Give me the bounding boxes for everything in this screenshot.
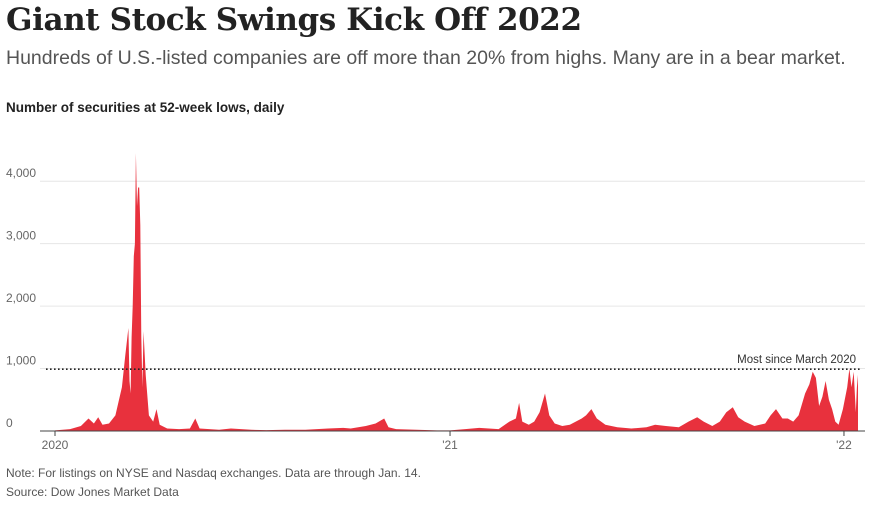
x-tick-label: '21 (442, 438, 458, 452)
y-tick-label: 1,000 (6, 354, 36, 368)
x-tick-label: 2020 (42, 438, 69, 452)
reference-line-label: Most since March 2020 (737, 354, 856, 366)
y-axis-ticks: 0 1,000 2,000 3,000 4,000 (6, 166, 36, 430)
y-tick-label: 4,000 (6, 166, 36, 180)
chart-subtitle: Hundreds of U.S.-listed companies are of… (6, 47, 846, 69)
y-tick-label: 3,000 (6, 229, 36, 243)
data-area (55, 153, 858, 431)
chart-label: Number of securities at 52-week lows, da… (6, 100, 285, 115)
x-axis-ticks: 2020 '21 '22 (42, 431, 852, 452)
y-tick-label: 0 (6, 416, 13, 430)
chart-title: Giant Stock Swings Kick Off 2022 (6, 2, 582, 38)
source-note: Source: Dow Jones Market Data (6, 485, 179, 499)
y-tick-label: 2,000 (6, 291, 36, 305)
x-tick-label: '22 (836, 438, 852, 452)
grid-lines (40, 180, 865, 370)
footnote: Note: For listings on NYSE and Nasdaq ex… (6, 466, 421, 480)
chart-area: 0 1,000 2,000 3,000 4,000 Most since March 2… (6, 153, 865, 452)
